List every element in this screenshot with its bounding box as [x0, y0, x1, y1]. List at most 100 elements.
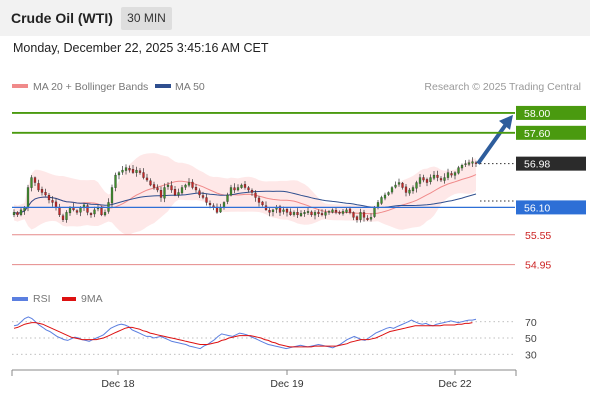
candle — [436, 174, 439, 178]
ma9-legend-label: 9MA — [81, 293, 103, 305]
candle — [355, 216, 359, 220]
candle — [26, 187, 30, 209]
candle — [124, 167, 128, 171]
candle — [58, 206, 61, 216]
ma50-line — [13, 190, 477, 215]
candle — [422, 177, 425, 181]
rsi-legend-swatch — [12, 297, 28, 301]
candle — [429, 177, 432, 183]
candle — [310, 211, 313, 216]
last-price-label: 56.98 — [524, 159, 550, 171]
candle — [222, 202, 226, 208]
candle — [313, 212, 317, 216]
support-label: 55.55 — [525, 230, 551, 242]
candle — [208, 203, 212, 206]
candle — [16, 212, 19, 216]
projection-arrow — [476, 121, 509, 165]
candle — [411, 187, 415, 192]
candle — [306, 211, 310, 213]
candle — [145, 177, 149, 181]
candle — [418, 177, 422, 184]
candle — [443, 177, 446, 181]
candle — [191, 181, 194, 188]
candle — [401, 182, 404, 188]
candle — [117, 172, 121, 176]
candle — [404, 186, 408, 193]
x-tick-label: Dec 18 — [101, 378, 134, 390]
candle — [261, 201, 264, 206]
support-label: 54.95 — [525, 260, 551, 272]
candle — [327, 211, 331, 213]
pivot-label: 56.10 — [524, 202, 550, 214]
rsi-tick-label: 30 — [525, 349, 537, 361]
candle — [159, 190, 163, 198]
candle — [425, 179, 429, 183]
candle — [289, 211, 292, 216]
candle — [471, 161, 474, 164]
candle — [47, 195, 51, 201]
candle — [348, 208, 352, 213]
candle — [54, 201, 58, 208]
ma50-legend-label: MA 50 — [175, 81, 205, 93]
candle — [114, 174, 117, 188]
resistance-tag — [516, 125, 586, 140]
candle — [233, 187, 236, 191]
candle — [170, 185, 173, 191]
candle — [474, 162, 478, 164]
resistance-label: 57.60 — [524, 128, 550, 140]
candle — [243, 184, 247, 188]
candle — [362, 212, 366, 218]
candle — [194, 187, 198, 191]
candle — [285, 209, 289, 213]
candle — [205, 197, 208, 203]
ma50-legend-swatch — [155, 84, 171, 88]
candle — [446, 172, 450, 178]
candle — [338, 212, 341, 214]
resistance-label: 58.00 — [524, 108, 550, 120]
x-tick-label: Dec 19 — [270, 378, 303, 390]
candle — [250, 189, 254, 193]
candle — [121, 169, 124, 173]
candle — [61, 215, 65, 220]
candle — [75, 210, 79, 213]
candle — [163, 187, 166, 199]
resistance-tag — [516, 105, 586, 120]
candle — [149, 180, 152, 186]
candle — [86, 205, 89, 213]
rsi-legend-label: RSI — [33, 293, 51, 305]
ma20-legend-label: MA 20 + Bollinger Bands — [33, 81, 148, 93]
candle — [394, 184, 397, 188]
candle — [219, 207, 222, 213]
rsi-line — [13, 316, 477, 350]
candle — [299, 213, 303, 216]
candle — [79, 207, 82, 213]
candle — [317, 211, 320, 215]
interval-button[interactable]: 30 MIN — [121, 7, 172, 30]
candle — [397, 182, 401, 185]
candle — [292, 212, 296, 215]
candle — [247, 187, 250, 191]
timestamp: Monday, December 22, 2025 3:45:16 AM CET — [13, 41, 269, 55]
candle — [278, 206, 282, 213]
candle — [187, 182, 191, 186]
candle — [236, 187, 240, 191]
instrument-title: Crude Oil (WTI) — [11, 10, 113, 26]
candle — [257, 197, 261, 203]
candle — [37, 183, 40, 191]
candle — [131, 168, 135, 173]
candle — [366, 217, 369, 220]
candle — [439, 178, 443, 181]
candle — [341, 211, 345, 214]
candle — [30, 177, 33, 188]
candle — [44, 192, 47, 196]
candle — [12, 212, 16, 216]
candle — [467, 162, 471, 165]
candle — [215, 207, 219, 213]
candle — [152, 184, 156, 188]
candle — [33, 177, 37, 183]
rsi-ma9-line — [13, 322, 473, 348]
ma20-line — [13, 174, 477, 215]
candle — [460, 164, 464, 169]
candle — [173, 189, 177, 196]
